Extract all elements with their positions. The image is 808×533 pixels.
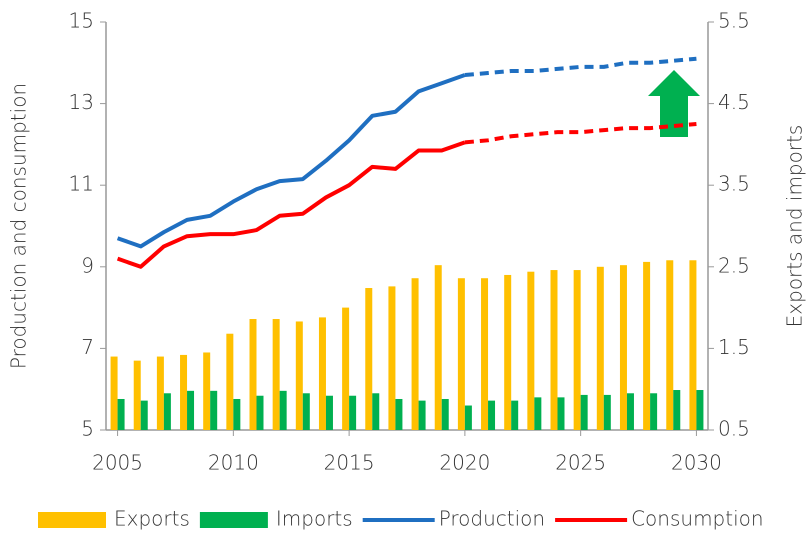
bar [117, 398, 125, 430]
up-arrow [648, 70, 700, 137]
y2-axis-label: Exports and imports [783, 125, 807, 328]
bar [133, 360, 141, 430]
x-tick-label: 2030 [671, 451, 722, 475]
bar [643, 261, 651, 430]
y2-tick-label: 1.5 [718, 335, 750, 359]
bar [488, 400, 496, 430]
bar [481, 278, 489, 430]
bar [550, 270, 558, 430]
y2-tick-label: 5.5 [718, 9, 750, 33]
bar [511, 400, 519, 430]
bar [226, 333, 234, 430]
bar [256, 395, 264, 430]
bar [619, 265, 627, 430]
y-tick-label: 9 [81, 253, 94, 277]
legend-label: Imports [276, 507, 353, 531]
bar [434, 265, 442, 430]
bar [318, 317, 326, 430]
x-tick-label: 2025 [555, 451, 606, 475]
bar [534, 397, 542, 430]
bar [626, 393, 634, 430]
bar [580, 394, 588, 430]
bar [187, 390, 195, 430]
line [464, 56, 697, 78]
bar [603, 394, 611, 430]
bar [279, 390, 287, 430]
bar [395, 398, 403, 430]
y-tick-label: 13 [69, 90, 94, 114]
bar [365, 288, 373, 430]
bar [163, 393, 171, 430]
legend-label: Production [439, 507, 545, 531]
bar [418, 400, 426, 430]
y-tick-label: 7 [81, 335, 94, 359]
legend-label: Consumption [631, 507, 763, 531]
legend-label: Exports [114, 507, 190, 531]
legend-swatch [199, 512, 268, 528]
bar [573, 270, 581, 430]
bar [156, 356, 164, 430]
bar [210, 390, 218, 430]
bar [527, 271, 535, 430]
bar [342, 307, 350, 430]
y2-tick-label: 4.5 [718, 90, 750, 114]
bar [673, 390, 681, 430]
bar [140, 400, 148, 430]
bar [650, 393, 658, 430]
bar [696, 390, 704, 430]
bar [388, 286, 396, 430]
bar [666, 260, 674, 430]
bar [180, 354, 188, 430]
x-tick-label: 2015 [324, 451, 375, 475]
line [116, 140, 466, 269]
bar [233, 398, 241, 430]
bar [349, 395, 357, 430]
x-tick-label: 2020 [439, 451, 490, 475]
bar [203, 352, 211, 430]
x-tick-label: 2010 [208, 451, 259, 475]
bar [464, 405, 472, 430]
bar [272, 319, 280, 430]
y-tick-label: 11 [69, 172, 94, 196]
line [464, 122, 697, 145]
bar [557, 397, 565, 430]
bar [457, 278, 465, 430]
y-tick-label: 5 [81, 417, 94, 441]
bar [504, 274, 512, 430]
bar [325, 395, 333, 430]
bar [689, 260, 697, 430]
line [116, 73, 466, 249]
legend-swatch [38, 512, 106, 528]
bar [411, 278, 419, 430]
y2-tick-label: 3.5 [718, 172, 750, 196]
y2-tick-label: 0.5 [718, 417, 750, 441]
bar [596, 266, 604, 430]
bar [302, 393, 310, 430]
bar [110, 356, 118, 430]
y-axis-label: Production and consumption [7, 83, 31, 369]
bar [249, 319, 257, 430]
bar [372, 393, 380, 430]
y-tick-label: 15 [69, 9, 94, 33]
x-tick-label: 2005 [92, 451, 143, 475]
bar [295, 321, 303, 430]
bar [441, 398, 449, 430]
y2-tick-label: 2.5 [718, 253, 750, 277]
